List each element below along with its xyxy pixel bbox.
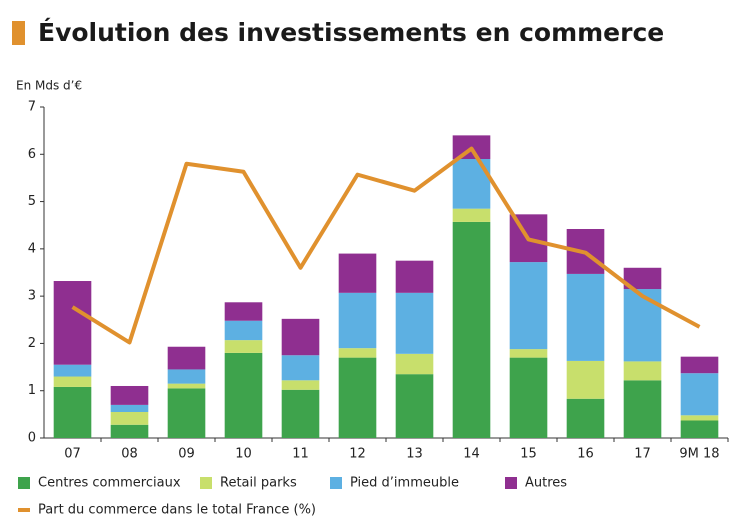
bar-segment <box>509 357 548 438</box>
bar-segment <box>281 380 320 390</box>
bar-segment <box>680 373 719 416</box>
bar-segment <box>110 424 149 438</box>
bar-segment <box>53 364 92 377</box>
bar-segment <box>224 320 263 341</box>
legend-label: Part du commerce dans le total France (%… <box>38 503 316 517</box>
y-axis-label: En Mds d’€ <box>16 79 82 93</box>
bar-segment <box>338 292 377 349</box>
title-marker <box>12 21 25 45</box>
bar-segment <box>167 369 206 384</box>
bar-segment <box>110 385 149 405</box>
bar-segment <box>566 398 605 438</box>
x-tick-label: 13 <box>406 447 423 462</box>
x-tick-label: 16 <box>577 447 594 462</box>
legend-swatch <box>330 477 342 489</box>
y-tick-label: 5 <box>28 194 36 209</box>
x-tick-label: 11 <box>292 447 309 462</box>
bar-segment <box>167 388 206 438</box>
legend-swatch <box>200 477 212 489</box>
bar-segment <box>53 386 92 438</box>
bar-segment <box>395 374 434 438</box>
bar-segment <box>338 357 377 438</box>
legend-label: Centres commerciaux <box>38 476 181 491</box>
y-tick-label: 6 <box>28 147 36 162</box>
x-tick-label: 17 <box>634 447 651 462</box>
bar-segment <box>623 289 662 362</box>
bar-segment <box>395 353 434 375</box>
x-tick-label: 09 <box>178 447 195 462</box>
bar-segment <box>623 380 662 438</box>
bar-segment <box>680 420 719 438</box>
chart-title: Évolution des investissements en commerc… <box>38 18 664 47</box>
y-tick-label: 0 <box>28 431 36 446</box>
x-tick-label: 12 <box>349 447 366 462</box>
bar-segment <box>281 355 320 381</box>
bar-segment <box>680 356 719 374</box>
legend-label: Pied d’immeuble <box>350 476 459 491</box>
bar-segment <box>281 318 320 356</box>
bar-segment <box>395 260 434 293</box>
bar-segment <box>566 273 605 361</box>
bar-segment <box>53 376 92 387</box>
bar-segment <box>452 208 491 222</box>
y-tick-label: 7 <box>28 100 36 115</box>
bar-segment <box>110 411 149 425</box>
x-tick-label: 9M 18 <box>679 447 719 462</box>
bar-segment <box>224 352 263 438</box>
legend-label: Retail parks <box>220 476 297 491</box>
bar-segment <box>338 348 377 358</box>
bar-segment <box>395 292 434 354</box>
bar-segment <box>224 340 263 353</box>
bar-segment <box>623 267 662 290</box>
bar-segment <box>623 361 662 381</box>
bar-segment <box>509 262 548 350</box>
legend-label: Autres <box>525 476 567 491</box>
bar-segment <box>110 404 149 412</box>
bar-segment <box>167 383 206 389</box>
y-tick-label: 3 <box>28 289 36 304</box>
bar-segment <box>224 302 263 321</box>
y-tick-label: 2 <box>28 336 36 351</box>
x-tick-label: 10 <box>235 447 252 462</box>
y-tick-label: 4 <box>28 241 36 256</box>
y-tick-label: 1 <box>28 383 36 398</box>
bar-segment <box>53 281 92 365</box>
bar-segment <box>338 253 377 293</box>
bar-segment <box>281 389 320 438</box>
x-tick-label: 07 <box>64 447 81 462</box>
bar-segment <box>680 415 719 421</box>
legend-swatch <box>18 477 30 489</box>
bar-segment <box>566 360 605 399</box>
bar-segment <box>452 221 491 438</box>
legend-swatch <box>505 477 517 489</box>
x-tick-label: 08 <box>121 447 138 462</box>
bar-segment <box>167 346 206 370</box>
x-tick-label: 15 <box>520 447 537 462</box>
line <box>71 146 701 345</box>
x-tick-label: 14 <box>463 447 480 462</box>
bar-segment <box>509 349 548 358</box>
